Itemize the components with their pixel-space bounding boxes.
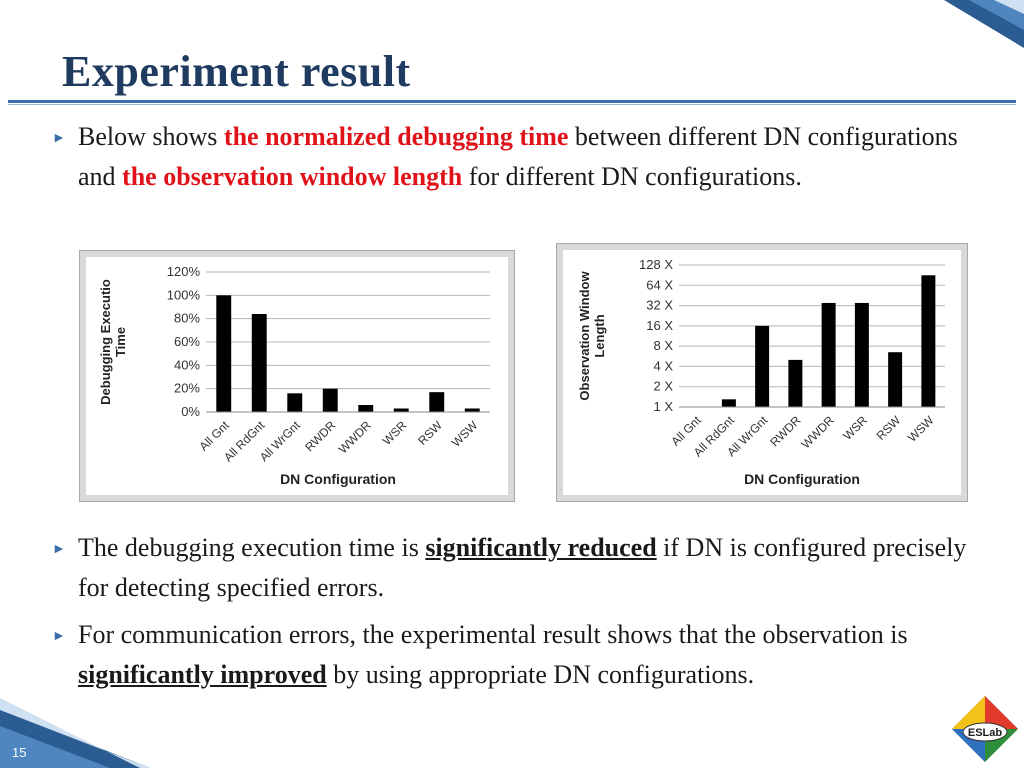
x-tick-label: WSR [380,418,410,448]
y-tick-label: 80% [174,311,200,326]
bar [429,392,445,412]
title-rule [8,100,1016,103]
bullet-1-text: Below shows the normalized debugging tim… [78,117,982,197]
bar [251,314,267,412]
bar [358,405,374,412]
bar [216,295,232,412]
x-tick-label: WSW [905,413,937,445]
logo-text: ESLab [968,727,1003,739]
y-tick-label: 0% [181,404,200,419]
bullet-2-text: The debugging execution time is signific… [78,528,982,608]
y-axis-title-line: Length [592,314,607,357]
x-tick-label: RSW [874,413,904,443]
bullet-3-part-2: by using appropriate DN configurations. [326,660,755,689]
bullet-2-part-0: The debugging execution time is [78,533,426,562]
y-tick-label: 128 X [639,257,673,272]
x-tick-label: WSR [840,413,870,443]
y-tick-label: 60% [174,334,200,349]
bullet-3: ► For communication errors, the experime… [52,615,982,695]
y-axis-title: Observation WindowLength [577,271,607,401]
bullet-1-part-4: for different DN configurations. [462,162,802,191]
eslab-logo: ESLab [952,696,1018,762]
y-tick-label: 40% [174,357,200,372]
x-tick-label: WSW [449,418,481,450]
x-tick-label: WWDR [799,413,837,451]
bullet-3-text: For communication errors, the experiment… [78,615,982,695]
bullet-2: ► The debugging execution time is signif… [52,528,982,608]
bullet-1-highlight-normalized-time: the normalized debugging time [223,122,569,151]
slide-title: Experiment result [62,47,411,96]
x-axis-title: DN Configuration [280,471,396,487]
bullet-marker-icon: ► [52,542,66,557]
y-tick-label: 1 X [653,399,673,414]
x-tick-label: RWDR [302,418,338,454]
bar [921,275,936,407]
corner-decoration-bottom-left [0,698,150,768]
bullet-3-part-0: For communication errors, the experiment… [78,620,908,649]
y-tick-label: 32 X [646,298,673,313]
title-rule-thin [8,104,1016,105]
chart-debugging-time: 0% 20% 40% 60% 80% 100% 120% All Gnt All RdGnt Al… [79,250,515,502]
bar [393,408,409,412]
bar [755,325,770,407]
y-axis-title-line: Debugging Executio [98,279,113,405]
bar [854,302,869,407]
bar [721,399,736,407]
y-axis-title: Debugging ExecutioTime [98,279,128,405]
page-number: 15 [12,745,27,760]
bullet-1: ► Below shows the normalized debugging t… [52,117,982,197]
bar [287,393,303,412]
y-tick-label: 8 X [653,338,673,353]
y-tick-label: 20% [174,381,200,396]
bullet-1-part-2: between different DN configurations and [78,122,958,191]
bullet-1-part-0: Below shows [78,122,224,151]
y-tick-label: 4 X [653,358,673,373]
y-axis-title-line: Time [113,327,128,357]
y-tick-label: 100% [167,287,201,302]
x-axis-title: DN Configuration [744,471,860,487]
y-axis-title-line: Observation Window [577,271,592,401]
bar [888,352,903,407]
bullet-2-part-2: if DN is configured precisely for detect… [78,533,967,602]
bullet-marker-icon: ► [52,131,66,146]
bar [464,408,480,412]
y-tick-label: 120% [167,264,201,279]
bar [788,359,803,407]
x-tick-label: RSW [415,418,445,448]
y-tick-label: 2 X [653,379,673,394]
bullet-2-emphasis-significantly-reduced: significantly reduced [425,533,657,562]
y-tick-label: 64 X [646,277,673,292]
corner-decoration-top-right [874,0,1024,60]
y-tick-label: 16 X [646,318,673,333]
bullet-1-highlight-window-length: the observation window length [122,162,463,191]
x-tick-label: RWDR [767,413,803,449]
x-tick-label: WWDR [336,418,374,456]
bullet-marker-icon: ► [52,629,66,644]
bullet-3-emphasis-significantly-improved: significantly improved [78,660,327,689]
bar [821,302,836,407]
bar [322,388,338,412]
